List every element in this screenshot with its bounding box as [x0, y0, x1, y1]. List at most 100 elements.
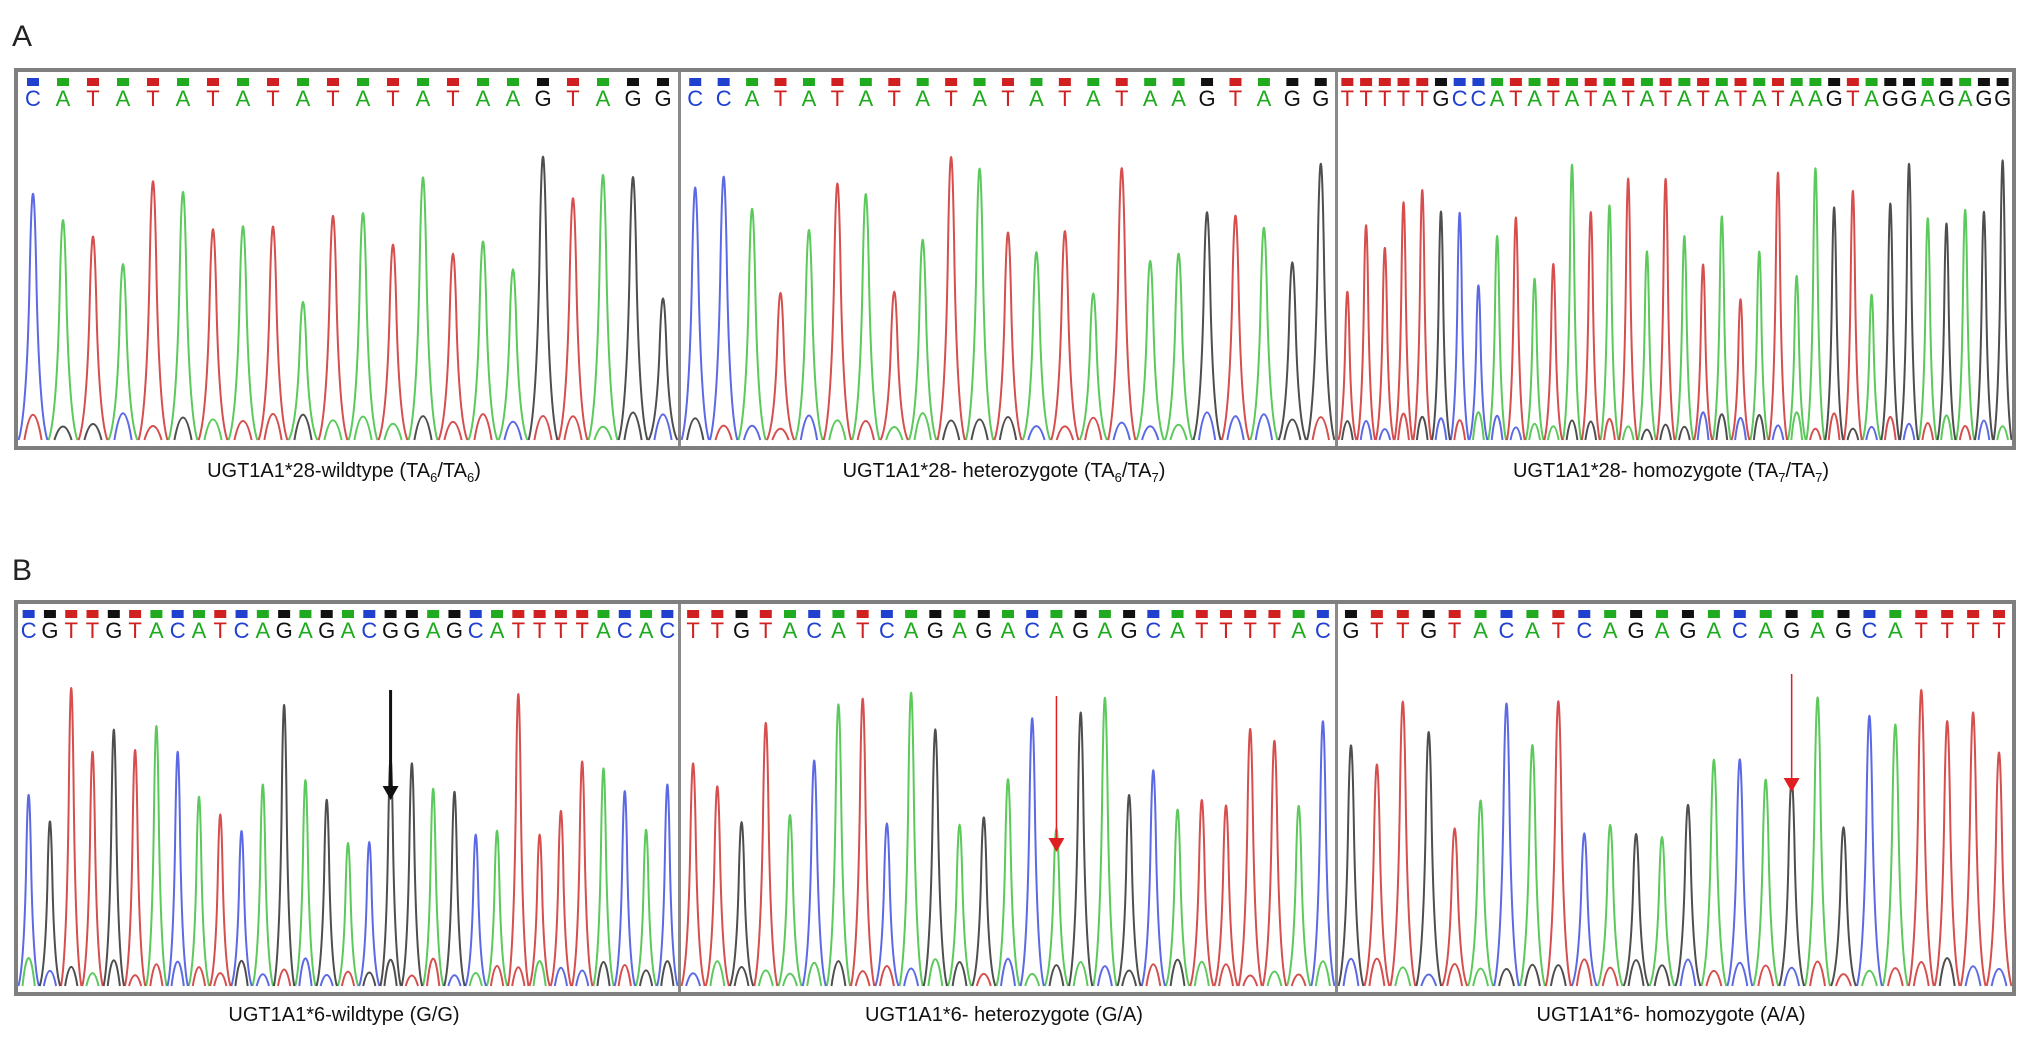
trace-T — [714, 155, 1330, 441]
base-call-quality-mark — [1286, 78, 1299, 86]
base-call-letter: T — [1341, 86, 1354, 111]
base-call-letter: G — [1121, 618, 1138, 643]
base-call-quality-mark — [1050, 610, 1063, 618]
base-call-letter: A — [858, 86, 873, 111]
base-call-quality-mark — [256, 610, 269, 618]
base-call-letter: G — [1826, 86, 1843, 111]
base-call-letter: A — [1810, 618, 1825, 643]
base-call-quality-mark — [1416, 78, 1429, 86]
base-call-letter: T — [1509, 86, 1522, 111]
base-call-quality-mark — [512, 610, 525, 618]
base-call-letter: A — [1098, 618, 1113, 643]
base-call-letter: A — [1920, 86, 1935, 111]
trace-T — [681, 697, 1307, 987]
base-call-quality-mark — [1474, 610, 1487, 618]
trace-T — [23, 180, 589, 441]
base-call-letter: A — [1170, 618, 1185, 643]
base-call-quality-mark — [1733, 610, 1746, 618]
base-call-quality-mark — [342, 610, 354, 618]
base-call-letter: A — [1752, 86, 1767, 111]
base-call-letter: T — [1416, 86, 1429, 111]
base-call-letter: T — [1940, 618, 1953, 643]
base-call-letter: T — [856, 618, 869, 643]
base-call-letter: T — [1584, 86, 1597, 111]
base-call-quality-mark — [1622, 78, 1635, 86]
base-call-quality-mark — [1314, 78, 1327, 86]
base-call-quality-mark — [129, 610, 142, 618]
base-call-letter: G — [1882, 86, 1899, 111]
base-call-quality-mark — [1959, 78, 1972, 86]
base-call-letter: G — [534, 86, 551, 111]
base-call-letter: A — [56, 86, 71, 111]
base-call-letter: C — [1732, 618, 1748, 643]
base-call-quality-mark — [107, 610, 120, 618]
caption-b-homozygote: UGT1A1*6- homozygote (A/A) — [1536, 1004, 1806, 1026]
base-call-letter: G — [1835, 618, 1852, 643]
base-call-letter: T — [759, 618, 772, 643]
base-call-letter: A — [783, 618, 798, 643]
base-call-quality-mark — [1604, 610, 1617, 618]
base-call-quality-mark — [267, 78, 279, 86]
base-call-quality-mark — [1547, 78, 1560, 86]
base-call-letter: T — [1552, 618, 1565, 643]
base-call-quality-mark — [746, 78, 759, 86]
base-call-quality-mark — [1753, 78, 1766, 86]
base-call-quality-mark — [945, 78, 958, 86]
base-call-quality-mark — [1257, 78, 1270, 86]
base-call-letter: T — [554, 618, 567, 643]
base-call-quality-mark — [784, 610, 796, 618]
base-call-quality-mark — [973, 78, 986, 86]
base-call-letter: A — [1171, 86, 1186, 111]
trace-G — [38, 703, 675, 987]
base-call-letter: A — [1603, 618, 1618, 643]
trace-G — [53, 155, 678, 441]
base-call-letter: A — [416, 86, 431, 111]
base-call-quality-mark — [1921, 78, 1934, 86]
base-call-quality-mark — [299, 610, 312, 618]
base-call-quality-mark — [1941, 610, 1954, 618]
base-call-quality-mark — [507, 78, 519, 86]
base-call-letter: C — [1470, 86, 1486, 111]
caption-a-wildtype: UGT1A1*28-wildtype (TA6/TA6) — [207, 460, 481, 485]
base-call-letter: T — [831, 86, 844, 111]
base-call-quality-mark — [1030, 78, 1043, 86]
base-call-quality-mark — [1172, 78, 1185, 86]
base-call-letter: T — [1771, 86, 1784, 111]
base-call-quality-mark — [1889, 610, 1902, 618]
base-call-letter: A — [1565, 86, 1580, 111]
base-call-quality-mark — [802, 78, 815, 86]
base-call-quality-mark — [1640, 78, 1653, 86]
base-call-quality-mark — [687, 610, 700, 618]
base-call-letter: T — [512, 618, 525, 643]
base-call-letter: T — [206, 86, 219, 111]
base-call-quality-mark — [1123, 610, 1136, 618]
base-call-letter: A — [972, 86, 987, 111]
base-call-quality-mark — [147, 78, 159, 86]
caption-a-heterozygote: UGT1A1*28- heterozygote (TA6/TA7) — [842, 460, 1166, 485]
trace-T — [60, 687, 632, 987]
base-call-quality-mark — [1087, 78, 1100, 86]
snp-arrow-head — [382, 786, 399, 800]
base-call-quality-mark — [1785, 610, 1798, 618]
base-call-quality-mark — [1244, 610, 1257, 618]
base-call-letter: C — [1145, 618, 1161, 643]
base-call-quality-mark — [1171, 610, 1184, 618]
base-call-quality-mark — [856, 610, 869, 618]
base-call-letter: T — [1378, 86, 1391, 111]
base-call-letter: C — [170, 618, 186, 643]
trace-A — [47, 174, 619, 441]
base-call-quality-mark — [1915, 610, 1928, 618]
base-call-quality-mark — [150, 610, 163, 618]
base-call-letter: C — [806, 618, 822, 643]
base-call-letter: G — [1679, 618, 1696, 643]
base-call-letter: A — [1049, 618, 1064, 643]
base-call-quality-mark — [711, 610, 724, 618]
base-call-letter: G — [105, 618, 122, 643]
divider — [678, 72, 681, 446]
base-call-letter: T — [1058, 86, 1071, 111]
base-call-quality-mark — [977, 610, 990, 618]
base-call-letter: T — [1992, 618, 2005, 643]
